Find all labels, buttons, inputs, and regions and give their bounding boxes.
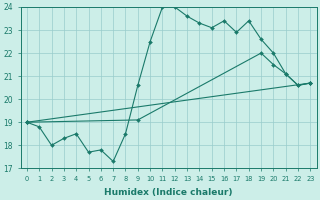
X-axis label: Humidex (Indice chaleur): Humidex (Indice chaleur) (104, 188, 233, 197)
